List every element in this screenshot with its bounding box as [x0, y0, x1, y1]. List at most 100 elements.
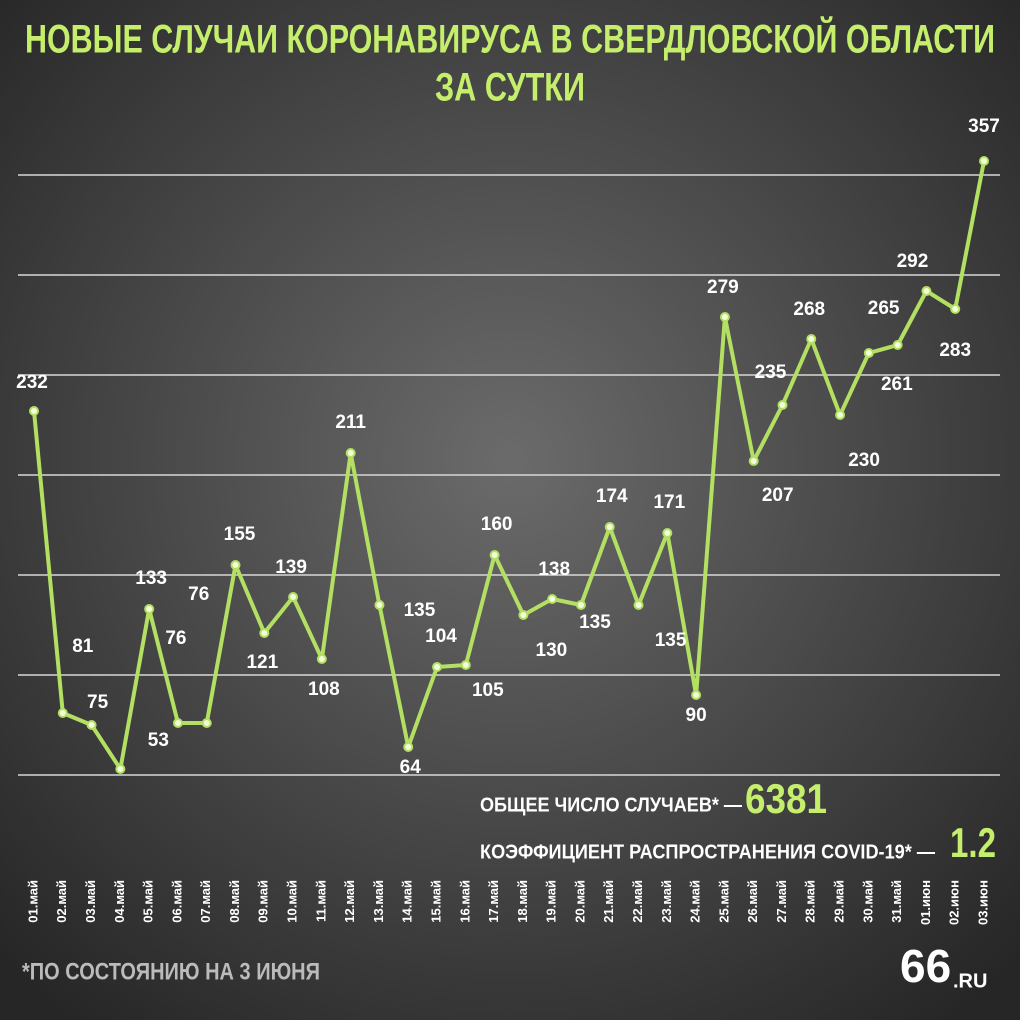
data-label: 283: [939, 340, 971, 361]
data-point: [921, 286, 932, 296]
data-label: 53: [148, 730, 169, 751]
x-tick-label: 26.май: [745, 880, 760, 923]
rate-value: 1.2: [950, 819, 996, 866]
x-tick-label: 07.май: [198, 880, 213, 923]
data-label: 130: [536, 640, 568, 661]
data-point: [575, 600, 586, 610]
data-label: 207: [762, 485, 794, 506]
data-point: [748, 456, 759, 466]
logo-number: 66: [900, 940, 951, 992]
x-tick-label: 17.май: [486, 880, 501, 923]
data-label: 135: [404, 600, 436, 621]
data-label: 174: [596, 486, 628, 507]
x-tick-label: 28.май: [803, 880, 818, 923]
x-tick-label: 23.май: [659, 880, 674, 923]
x-tick-label: 19.май: [544, 880, 559, 923]
x-tick-label: 05.май: [141, 880, 156, 923]
data-point: [403, 742, 414, 752]
data-point: [115, 764, 126, 774]
total-label: ОБЩЕЕ ЧИСЛО СЛУЧАЕВ* —: [480, 794, 742, 816]
data-point: [230, 560, 241, 570]
x-tick-label: 09.май: [256, 880, 271, 923]
data-point: [979, 156, 989, 166]
data-point: [374, 600, 385, 610]
data-label: 230: [848, 450, 880, 471]
data-label: 279: [707, 277, 739, 298]
x-tick-label: 21.май: [601, 880, 616, 923]
x-tick-label: 02.май: [54, 880, 69, 923]
chart-title: ЗА СУТКИ: [435, 66, 585, 110]
data-label: 75: [87, 692, 109, 713]
x-tick-label: 13.май: [371, 880, 386, 923]
data-label: 64: [400, 757, 422, 778]
data-label: 133: [135, 568, 167, 589]
x-tick-label: 14.май: [400, 880, 415, 923]
rate-label: КОЭФФИЦИЕНТ РАСПРОСТРАНЕНИЯ COVID-19* —: [480, 841, 935, 863]
data-point: [835, 410, 846, 420]
data-label: 81: [72, 636, 94, 657]
x-tick-label: 02.июн: [947, 880, 962, 925]
data-point: [719, 312, 730, 322]
data-point: [806, 334, 817, 344]
x-tick-label: 10.май: [285, 880, 300, 923]
data-point: [518, 610, 529, 620]
x-tick-label: 15.май: [428, 880, 443, 923]
data-point: [144, 604, 155, 614]
data-label: 138: [538, 559, 570, 580]
data-point: [57, 708, 68, 718]
data-label: 235: [755, 362, 787, 383]
data-label: 171: [653, 492, 685, 513]
x-tick-label: 01.июн: [918, 880, 933, 925]
data-label: 121: [246, 652, 278, 673]
data-point: [29, 406, 39, 416]
data-line: [32, 160, 986, 771]
data-label: 155: [224, 524, 256, 545]
x-tick-label: 11.май: [313, 880, 328, 922]
data-label: 357: [968, 116, 1000, 137]
x-tick-label: 08.май: [227, 880, 242, 923]
x-tick-label: 30.май: [860, 880, 875, 923]
data-point: [633, 600, 644, 610]
data-point: [460, 660, 471, 670]
x-tick-label: 22.май: [630, 880, 645, 923]
data-label: 135: [655, 630, 687, 651]
chart-title: НОВЫЕ СЛУЧАИ КОРОНАВИРУСА В СВЕРДЛОВСКОЙ…: [25, 16, 995, 62]
data-point: [86, 720, 97, 730]
data-label: 105: [472, 680, 504, 701]
data-point: [489, 550, 500, 560]
data-point: [662, 528, 673, 538]
x-tick-label: 31.май: [889, 880, 904, 923]
data-label: 265: [868, 298, 900, 319]
data-point: [201, 718, 212, 728]
data-point: [691, 690, 702, 700]
data-point: [432, 662, 443, 672]
x-tick-label: 03.май: [83, 880, 98, 923]
data-label: 292: [897, 251, 929, 272]
data-point: [345, 448, 356, 458]
data-point: [604, 522, 615, 532]
data-label: 261: [881, 374, 913, 395]
x-tick-label: 06.май: [169, 880, 184, 923]
data-label: 108: [308, 679, 340, 700]
data-point: [892, 340, 903, 350]
data-label: 135: [579, 612, 611, 633]
data-point: [259, 628, 270, 638]
data-label: 76: [165, 628, 186, 649]
data-point: [316, 654, 327, 664]
data-label: 268: [793, 299, 825, 320]
data-point: [288, 592, 299, 602]
x-tick-label: 12.май: [342, 880, 357, 923]
data-label: 76: [188, 584, 209, 605]
data-label: 160: [481, 514, 513, 535]
total-value: 6381: [745, 775, 827, 822]
data-label: 211: [335, 412, 366, 433]
x-tick-label: 27.май: [774, 880, 789, 923]
x-tick-label: 20.май: [572, 880, 587, 923]
x-tick-label: 16.май: [457, 880, 472, 923]
data-point: [172, 718, 183, 728]
data-label: 232: [16, 372, 48, 393]
x-tick-label: 04.май: [112, 880, 127, 923]
x-tick-label: 18.май: [515, 880, 530, 923]
